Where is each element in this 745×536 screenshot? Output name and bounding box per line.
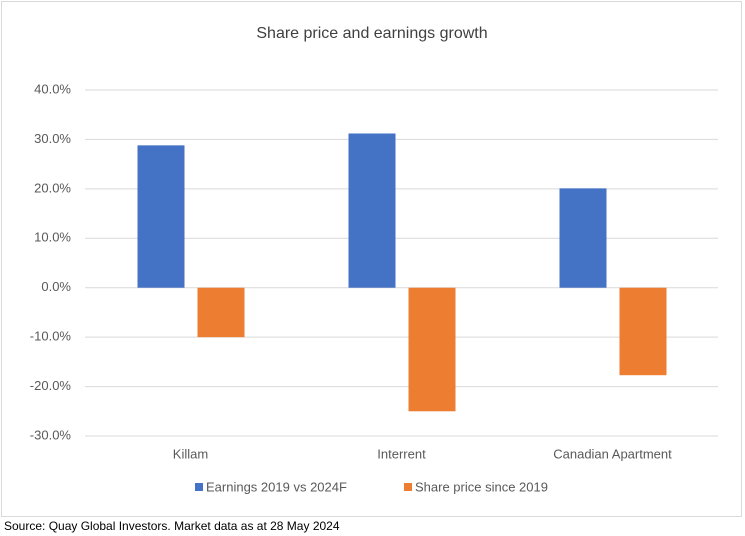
y-tick-label: -10.0%: [30, 329, 72, 344]
x-tick-label: Interrent: [377, 446, 426, 461]
y-tick-label: -30.0%: [30, 427, 72, 442]
bar: [559, 188, 607, 288]
y-tick-label: 40.0%: [34, 81, 71, 96]
y-tick-label: 30.0%: [34, 131, 71, 146]
source-note: Source: Quay Global Investors. Market da…: [4, 519, 340, 533]
y-tick-label: 0.0%: [41, 279, 71, 294]
legend-swatch: [195, 483, 203, 491]
chart-title: Share price and earnings growth: [256, 25, 487, 42]
bar: [619, 287, 667, 376]
y-tick-label: -20.0%: [30, 378, 72, 393]
bar: [408, 287, 456, 412]
x-tick-label: Canadian Apartment: [553, 446, 672, 461]
legend-label: Earnings 2019 vs 2024F: [206, 479, 347, 494]
y-tick-label: 20.0%: [34, 180, 71, 195]
bar: [137, 145, 185, 288]
x-tick-label: Killam: [173, 446, 208, 461]
legend-label: Share price since 2019: [415, 479, 548, 494]
bar: [348, 133, 396, 288]
bar: [197, 287, 245, 338]
y-tick-label: 10.0%: [34, 230, 71, 245]
legend-swatch: [404, 483, 412, 491]
